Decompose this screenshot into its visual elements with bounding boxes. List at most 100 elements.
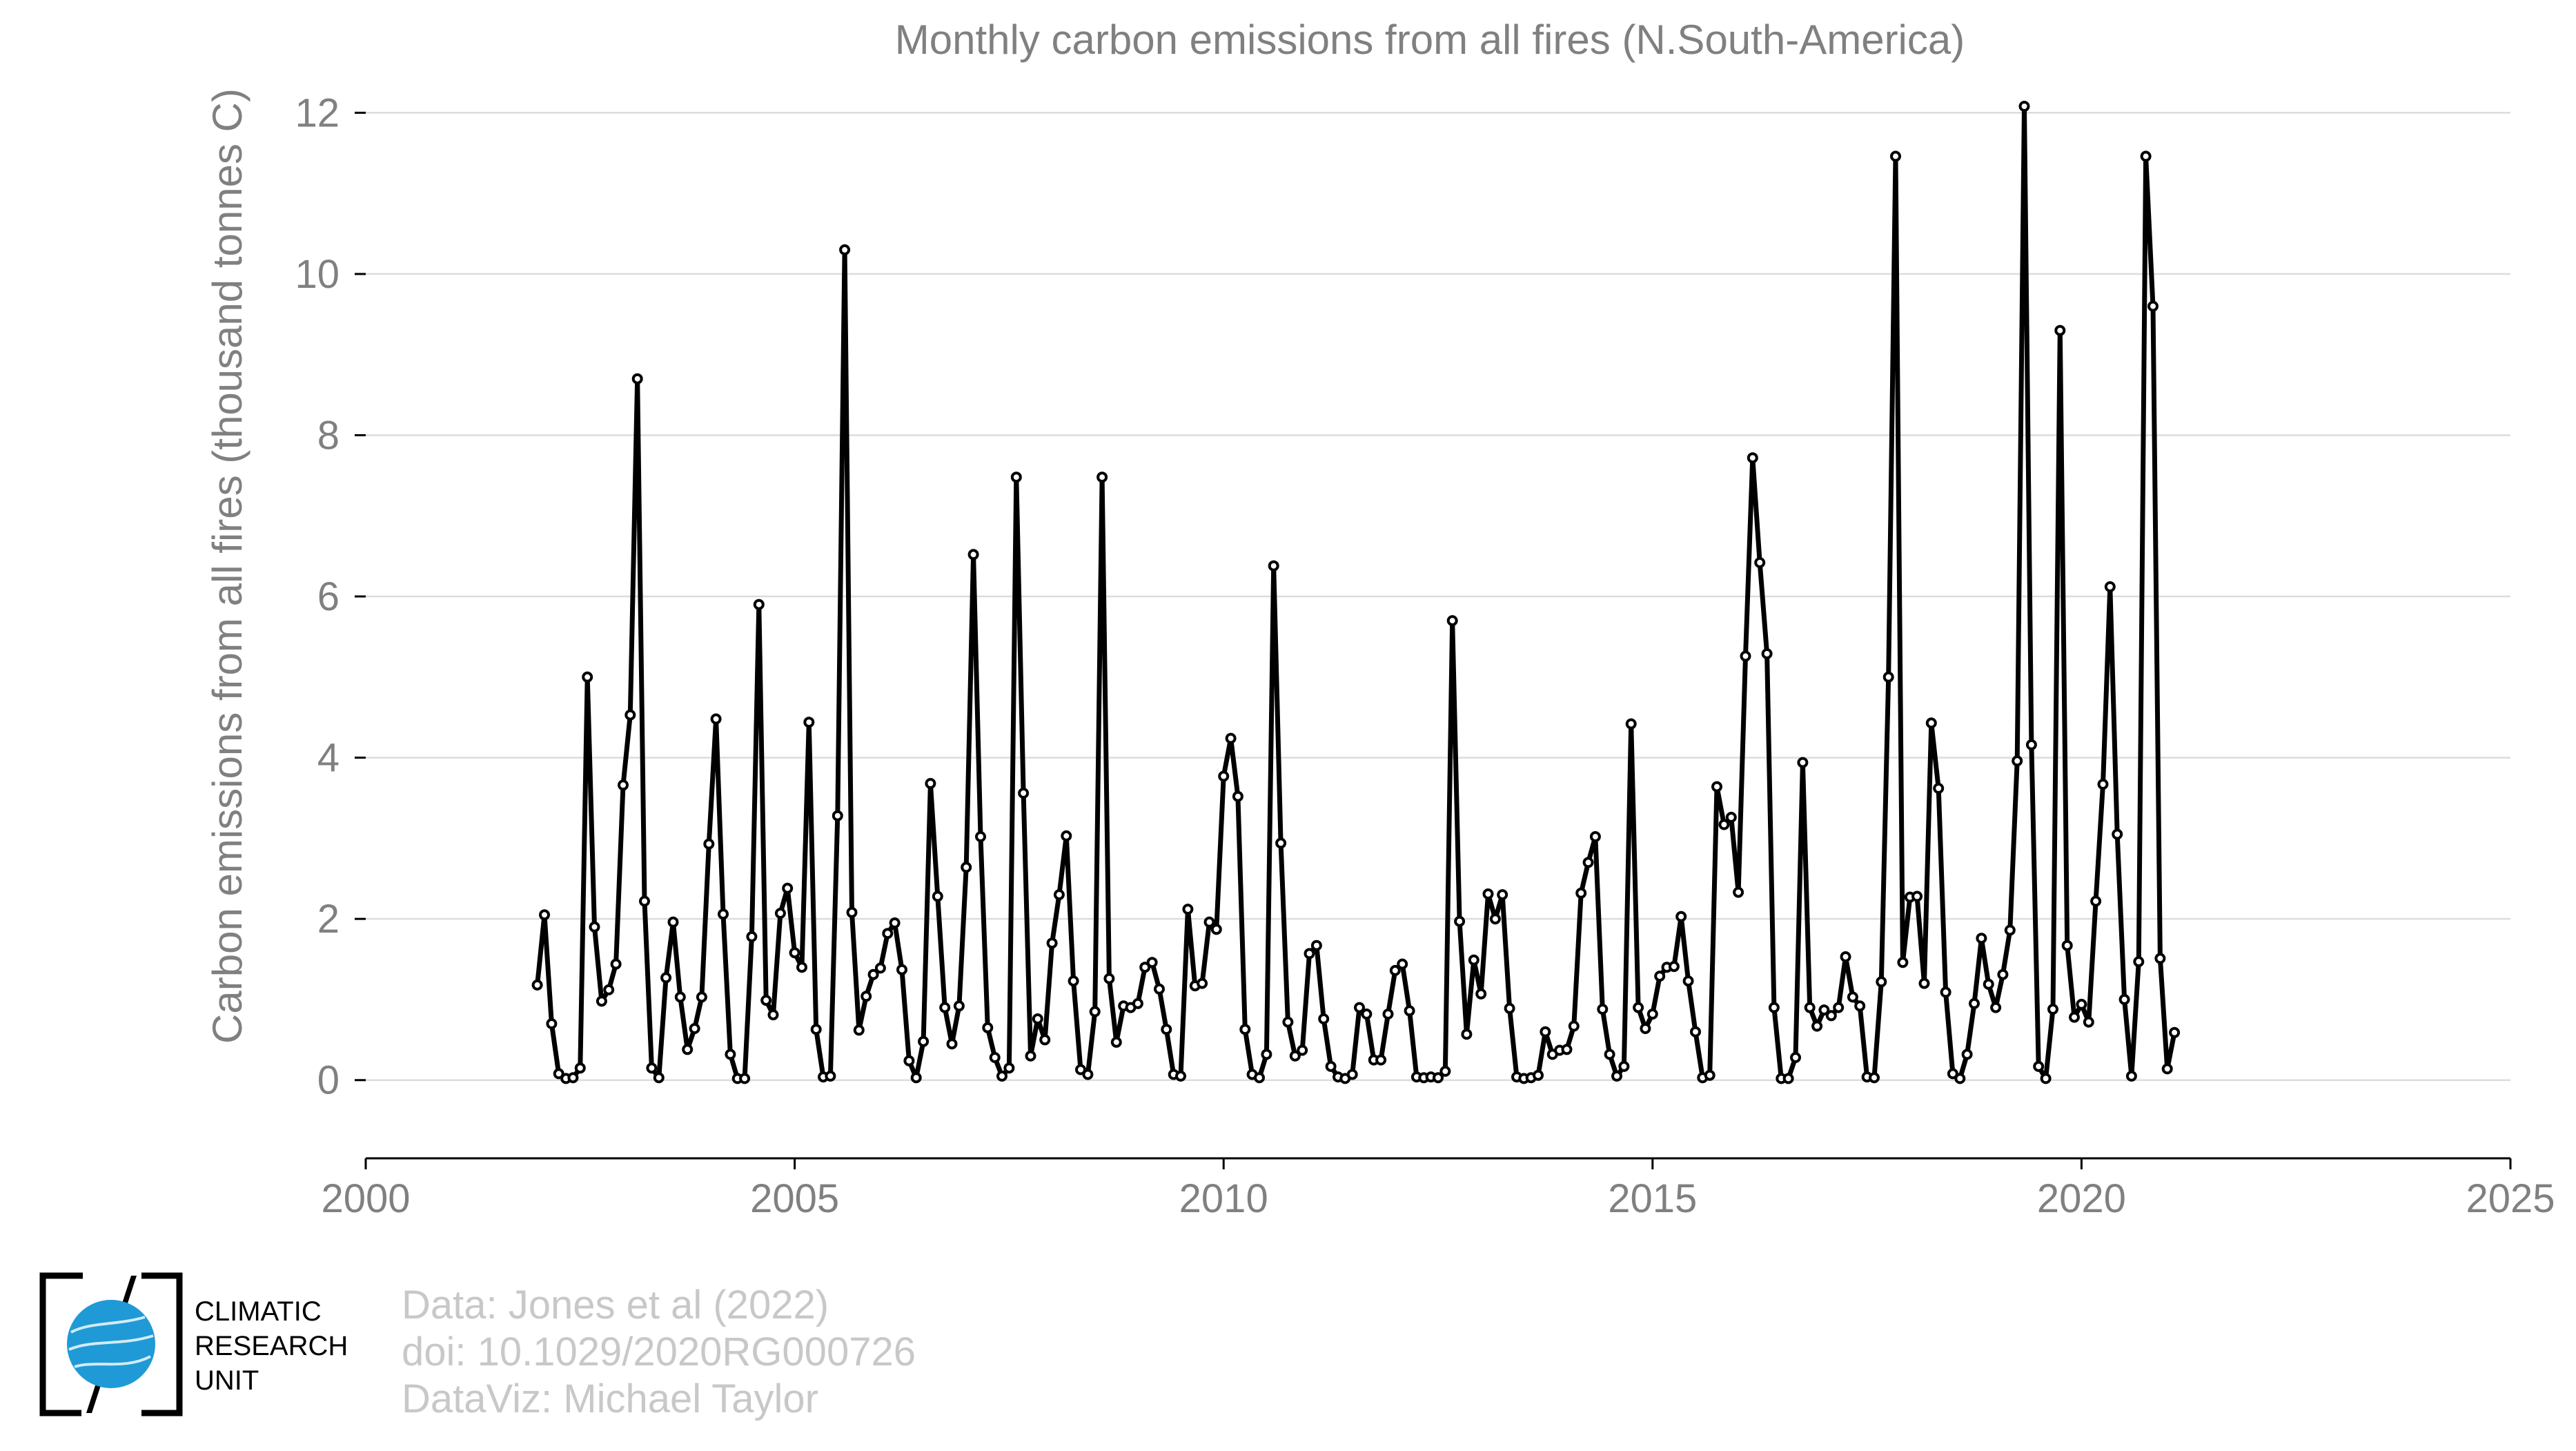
data-point — [2104, 581, 2116, 592]
data-point — [846, 906, 858, 918]
data-point — [660, 972, 672, 984]
data-point — [1404, 1005, 1415, 1017]
data-point — [603, 984, 615, 995]
series-line — [535, 104, 2177, 1081]
data-point — [967, 549, 979, 561]
data-point — [1533, 1069, 1544, 1081]
data-point — [1454, 915, 1466, 927]
data-point — [1768, 1002, 1780, 1013]
data-point — [1497, 889, 1508, 901]
data-point — [961, 861, 972, 873]
data-point — [1053, 889, 1065, 901]
data-point — [1025, 1050, 1036, 1062]
data-point — [696, 991, 707, 1003]
data-point — [1325, 1060, 1337, 1072]
data-point — [1990, 1002, 2002, 1013]
data-point — [1225, 732, 1237, 744]
data-point — [589, 921, 600, 933]
data-point — [1346, 1069, 1358, 1080]
x-tick-label-2000: 2000 — [321, 1176, 410, 1221]
x-tick-label-2005: 2005 — [750, 1176, 839, 1221]
data-point — [1540, 1026, 1551, 1038]
data-point — [1754, 557, 1766, 568]
data-point — [946, 1038, 958, 1050]
data-point — [1733, 886, 1744, 898]
data-point — [1468, 954, 1479, 966]
data-point — [939, 1002, 951, 1013]
data-point — [1876, 976, 1887, 988]
globe-swirl — [68, 1316, 154, 1368]
data-point — [1718, 819, 1730, 830]
logo-bracket-right — [141, 1272, 183, 1416]
data-point — [1668, 961, 1680, 973]
data-point — [925, 778, 936, 789]
data-point — [682, 1044, 694, 1055]
data-point — [625, 709, 636, 721]
data-point — [1818, 1004, 1830, 1016]
data-point — [1461, 1029, 1473, 1040]
data-point — [567, 1072, 579, 1084]
data-point — [1675, 910, 1687, 922]
data-point — [1003, 1062, 1015, 1074]
data-point — [2018, 101, 2030, 112]
data-point — [646, 1062, 658, 1074]
data-point — [2097, 779, 2109, 790]
data-point — [1747, 452, 1758, 464]
data-point — [553, 1068, 564, 1080]
data-point — [2040, 1073, 2052, 1084]
data-point — [782, 882, 794, 894]
data-point — [810, 1024, 822, 1035]
data-point — [1482, 888, 1494, 899]
data-point — [861, 991, 872, 1002]
data-point — [1833, 1002, 1845, 1013]
data-point — [689, 1023, 700, 1034]
data-point — [2125, 1070, 2137, 1082]
data-point — [1847, 991, 1858, 1003]
data-point — [1361, 1009, 1373, 1020]
credit-dataviz: DataViz: Michael Taylor — [402, 1376, 818, 1421]
data-point — [1954, 1073, 1966, 1084]
data-point — [996, 1070, 1007, 1082]
data-point — [2161, 1063, 2173, 1075]
data-point — [1682, 975, 1694, 987]
data-point — [1439, 1065, 1451, 1077]
y-tick-label-8: 8 — [317, 413, 340, 458]
data-point — [1032, 1013, 1043, 1024]
data-point — [753, 598, 765, 610]
data-point — [1604, 1049, 1615, 1060]
data-point — [2076, 998, 2087, 1010]
data-point — [582, 671, 593, 683]
data-point — [1933, 783, 1945, 794]
data-point — [1882, 671, 1894, 683]
cru-logo: CLIMATIC RESEARCH UNIT — [39, 1272, 348, 1416]
data-point — [1790, 1052, 1801, 1063]
data-point — [1046, 937, 1058, 949]
data-point — [574, 1062, 586, 1074]
y-axis-ticks: 0 2 4 6 8 10 12 — [295, 90, 366, 1103]
data-point — [1725, 812, 1737, 823]
data-point — [2154, 953, 2166, 964]
data-point — [1940, 986, 1951, 998]
data-point — [1354, 1002, 1365, 1013]
globe-icon — [67, 1300, 155, 1388]
y-axis-label: Carbon emissions from all fires (thousan… — [204, 88, 250, 1044]
data-point — [1289, 1050, 1301, 1062]
data-point — [1203, 916, 1215, 928]
data-point — [1633, 1002, 1644, 1013]
data-point — [1232, 790, 1243, 802]
data-point — [653, 1072, 665, 1084]
data-point — [1911, 890, 1923, 902]
y-tick-label-6: 6 — [317, 574, 340, 619]
data-point — [739, 1073, 751, 1084]
data-point — [896, 964, 907, 975]
data-point — [2054, 324, 2066, 336]
data-point — [1297, 1044, 1308, 1056]
data-point — [1061, 830, 1072, 841]
logo-text-line3: UNIT — [195, 1365, 259, 1396]
data-point — [710, 713, 722, 725]
data-point — [539, 909, 550, 921]
data-point — [1075, 1064, 1086, 1075]
logo-text-line1: CLIMATIC — [195, 1296, 322, 1327]
data-point — [2047, 1004, 2058, 1015]
